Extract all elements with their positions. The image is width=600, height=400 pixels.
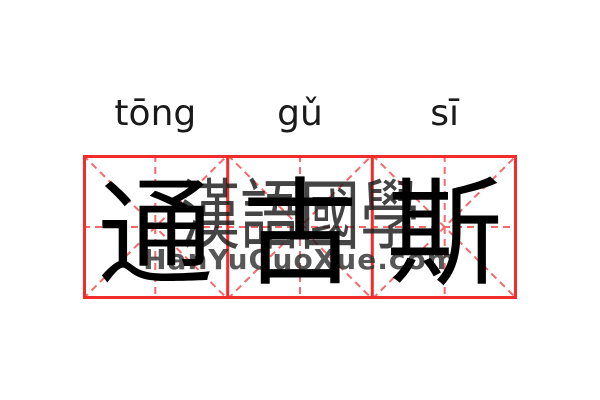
pinyin-row: tōng gǔ sī <box>83 92 517 136</box>
watermark-brand-cjk: 漢語國學 <box>180 172 420 262</box>
pinyin-syllable-1: tōng <box>114 93 197 134</box>
pinyin-syllable-2: gǔ <box>277 93 323 134</box>
pinyin-syllable-3: sī <box>430 93 460 134</box>
mi-grid-lines <box>83 155 517 299</box>
watermark-domain-url: HanYuGuoXue.com <box>143 243 457 276</box>
character-practice-grid <box>83 155 517 299</box>
